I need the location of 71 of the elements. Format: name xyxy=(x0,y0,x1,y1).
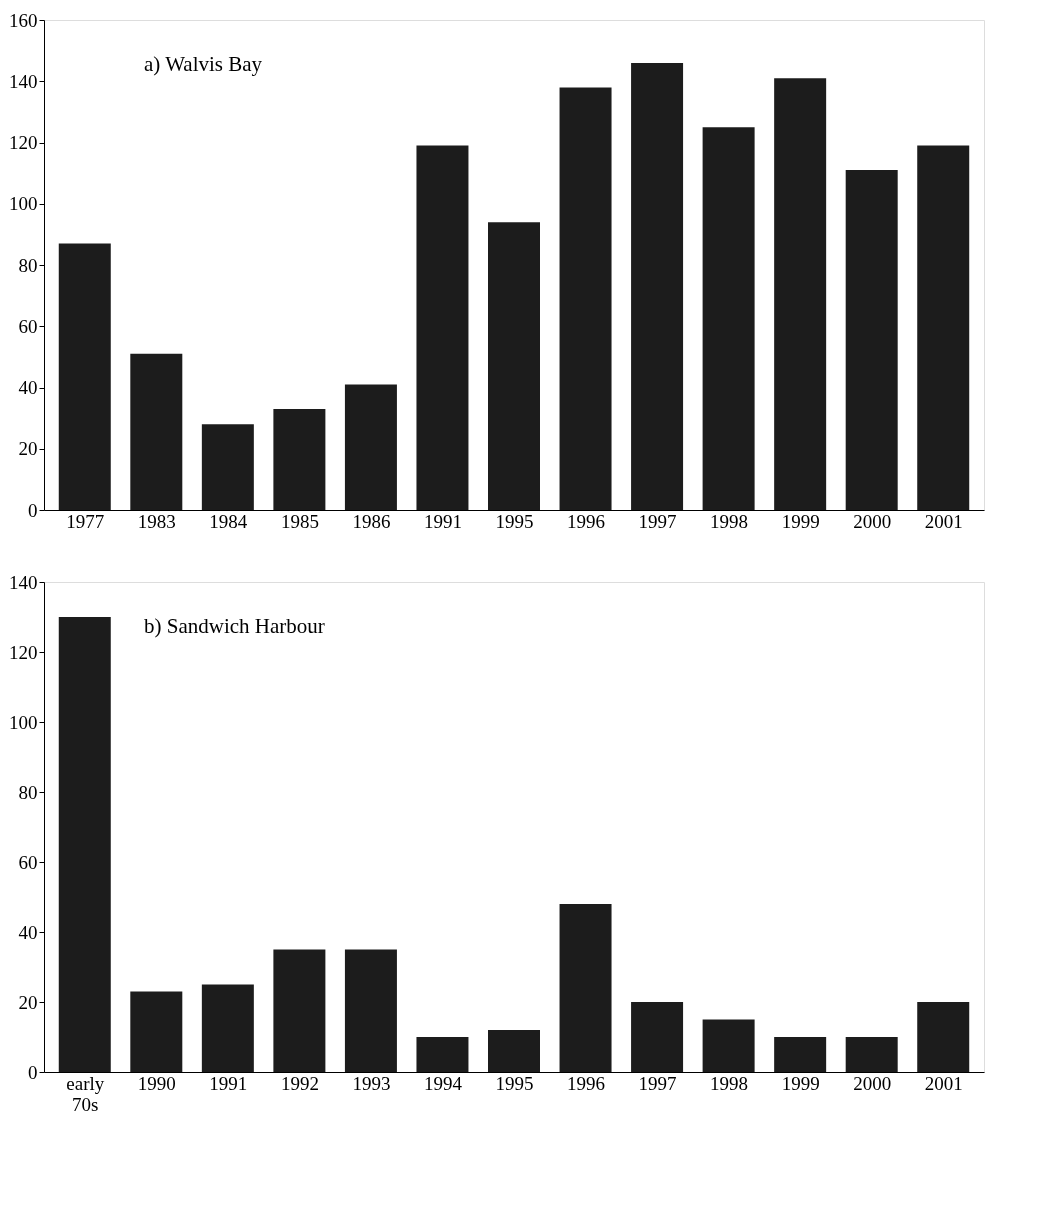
x-tick-label: 1997 xyxy=(638,510,677,532)
bar xyxy=(774,78,827,510)
bar xyxy=(58,243,111,510)
y-tick-label: 20 xyxy=(18,438,38,460)
bar xyxy=(845,170,898,510)
y-tick-label: 60 xyxy=(18,315,38,337)
bar xyxy=(559,904,612,1072)
y-tick-label: 140 xyxy=(9,70,38,92)
x-tick-label: 2001 xyxy=(924,1072,963,1094)
x-tick-label: 1992 xyxy=(280,1072,319,1094)
x-tick-label: 1998 xyxy=(710,1072,749,1094)
y-tick-label: 100 xyxy=(9,193,38,215)
bar xyxy=(631,62,684,510)
x-tick-label: 1996 xyxy=(567,1072,606,1094)
bar xyxy=(416,1037,469,1072)
bar xyxy=(130,353,183,510)
y-tick-label: 160 xyxy=(9,9,38,31)
text: b) Sandwich Harbour xyxy=(144,614,325,638)
y-tick-label: 0 xyxy=(28,1061,38,1083)
x-tick-label: 1994 xyxy=(423,1072,463,1094)
y-tick-label: 20 xyxy=(18,991,38,1013)
x-tick-label: 1995 xyxy=(495,510,534,532)
x-tick-label: 1993 xyxy=(352,1072,391,1094)
x-tick-label: 1990 xyxy=(137,1072,176,1094)
y-tick-label: 120 xyxy=(9,641,38,663)
bar xyxy=(273,949,326,1072)
bar xyxy=(488,222,540,510)
y-tick-label: 60 xyxy=(18,851,38,873)
bar xyxy=(344,384,397,510)
x-tick-label: 1996 xyxy=(567,510,606,532)
bar xyxy=(201,984,254,1072)
x-tick-label: 2000 xyxy=(853,1072,892,1094)
x-tick-label: 1985 xyxy=(280,510,319,532)
x-tick-label: 1998 xyxy=(710,510,749,532)
x-tick-label: 2001 xyxy=(924,510,963,532)
y-tick-label: 100 xyxy=(9,711,38,733)
y-tick-label: 140 xyxy=(9,571,38,593)
x-tick-label: 1991 xyxy=(423,510,462,532)
bar xyxy=(845,1037,898,1072)
x-tick-label: early 70s xyxy=(66,1072,105,1115)
x-tick-label: 1977 xyxy=(66,510,105,532)
bar xyxy=(774,1037,827,1072)
x-tick-label: 1997 xyxy=(638,1072,677,1094)
bar xyxy=(559,87,612,510)
y-tick-label: 40 xyxy=(18,921,38,943)
x-tick-label: 1991 xyxy=(209,1072,248,1094)
x-tick-label: 1984 xyxy=(209,510,248,532)
y-tick-label: 0 xyxy=(28,499,38,521)
y-tick-label: 120 xyxy=(9,132,38,153)
x-tick-label: 1983 xyxy=(137,510,176,532)
bar xyxy=(130,991,183,1072)
x-tick-label: 1999 xyxy=(781,1072,820,1094)
bar xyxy=(273,408,326,510)
bar xyxy=(917,145,970,510)
y-tick-label: 80 xyxy=(18,254,38,276)
bar xyxy=(702,1019,755,1072)
x-tick-label: 1999 xyxy=(781,510,820,532)
bar xyxy=(702,127,755,510)
x-tick-label: 2000 xyxy=(853,510,892,532)
bar xyxy=(416,145,469,510)
bar xyxy=(917,1002,970,1072)
bar xyxy=(58,617,111,1072)
bar xyxy=(201,424,254,510)
x-tick-label: 1986 xyxy=(352,510,391,532)
bar xyxy=(344,949,397,1072)
bar xyxy=(488,1030,540,1072)
y-tick-label: 40 xyxy=(18,377,38,398)
y-tick-label: 80 xyxy=(18,781,38,803)
text: a) Walvis Bay xyxy=(144,52,263,76)
bar xyxy=(631,1002,684,1072)
x-tick-label: 1995 xyxy=(495,1072,534,1094)
